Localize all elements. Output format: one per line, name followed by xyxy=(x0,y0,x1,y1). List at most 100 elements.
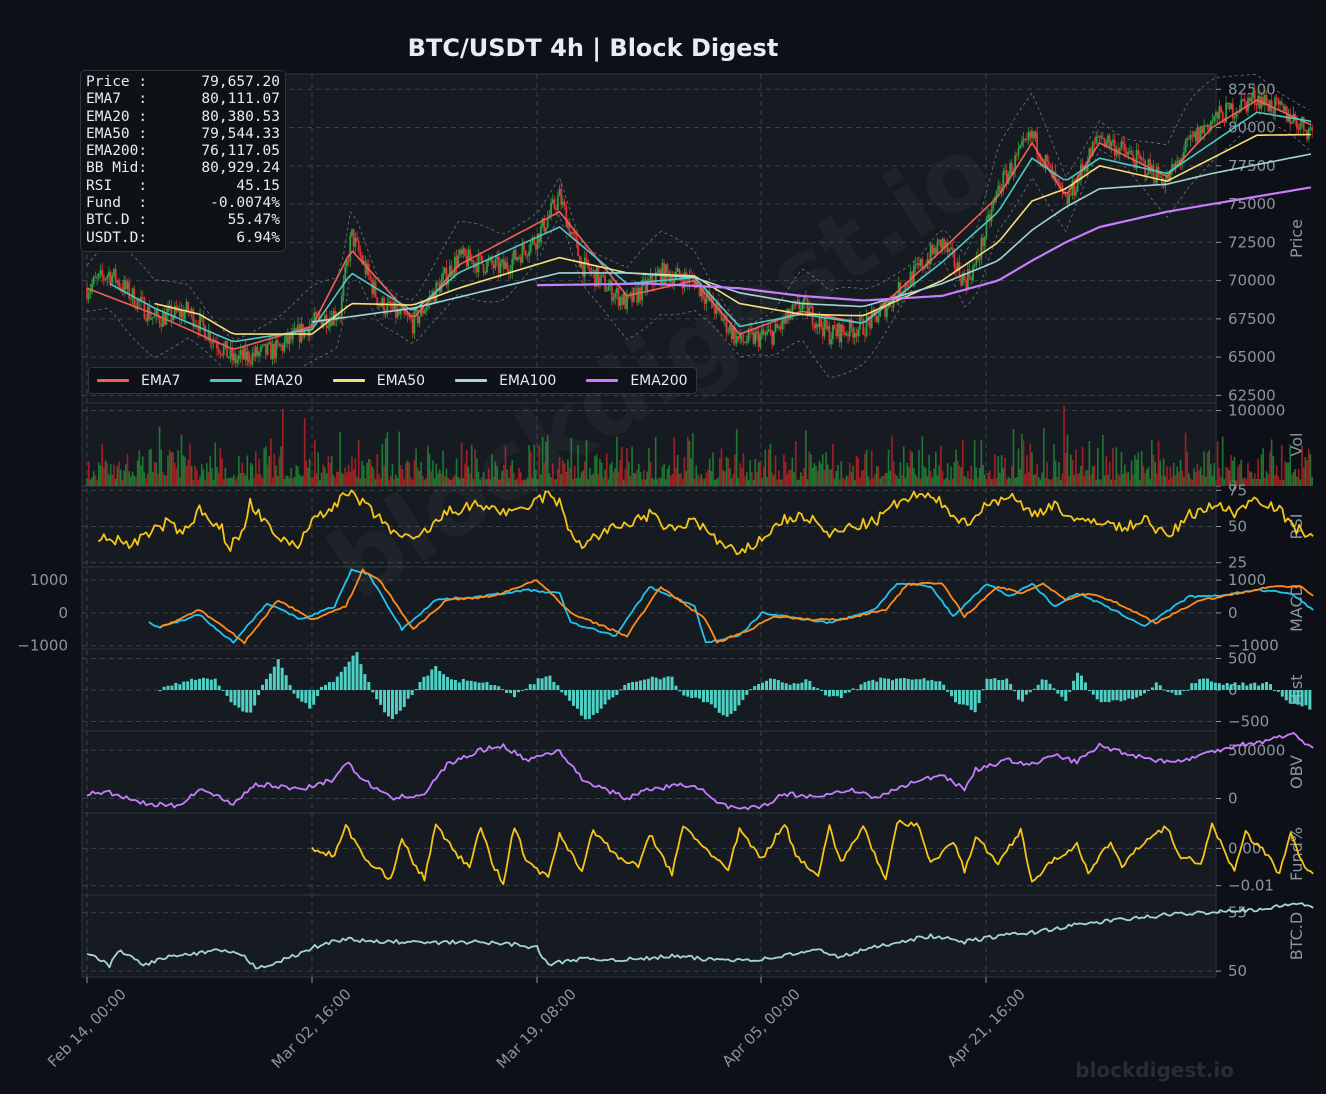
volume-bar xyxy=(872,478,875,486)
candle-body xyxy=(997,185,1000,191)
info-label: EMA200: xyxy=(86,143,148,160)
hist-bar xyxy=(272,666,276,690)
volume-bar xyxy=(243,473,245,486)
hist-bar xyxy=(1265,681,1269,690)
candle-body xyxy=(91,283,93,290)
hist-bar xyxy=(1068,690,1072,692)
candle-body xyxy=(202,316,205,326)
volume-bar xyxy=(253,477,255,486)
candle-body xyxy=(165,312,168,325)
volume-bar xyxy=(450,479,453,486)
volume-bar xyxy=(972,479,974,486)
candle-body xyxy=(384,313,387,315)
volume-bar xyxy=(698,477,701,486)
hist-bar xyxy=(1131,690,1135,700)
volume-bar xyxy=(325,473,328,486)
y-tick-label: 0 xyxy=(1228,790,1238,808)
volume-bar xyxy=(1309,453,1312,486)
candle-body xyxy=(226,341,228,358)
volume-bar xyxy=(443,476,446,486)
candle-body xyxy=(820,316,822,328)
volume-bar xyxy=(555,479,557,486)
candle-body xyxy=(1108,135,1111,147)
volume-bar xyxy=(801,475,804,486)
candle-body xyxy=(1098,135,1101,138)
volume-bar xyxy=(830,469,832,486)
volume-bar xyxy=(678,473,681,486)
volume-bar xyxy=(1240,459,1243,486)
volume-bar xyxy=(518,467,520,486)
volume-bar xyxy=(104,460,107,486)
candle-body xyxy=(124,280,127,290)
candle-body xyxy=(1026,139,1028,141)
hist-bar xyxy=(1245,685,1249,690)
volume-bar xyxy=(1226,467,1229,486)
volume-bar xyxy=(592,473,595,486)
volume-bar xyxy=(212,479,215,486)
volume-bar xyxy=(415,448,417,486)
hist-bar xyxy=(217,685,221,690)
candle-body xyxy=(1103,138,1106,146)
hist-bar xyxy=(1146,690,1150,691)
volume-bar xyxy=(611,461,613,486)
candle-body xyxy=(637,287,640,303)
info-label: BB Mid: xyxy=(86,160,148,177)
volume-bar xyxy=(1166,466,1168,486)
candle-body xyxy=(766,331,768,335)
hist-bar xyxy=(918,679,922,690)
hist-bar xyxy=(1103,690,1107,702)
volume-bar xyxy=(827,464,829,486)
candle-body xyxy=(972,266,974,281)
hist-bar xyxy=(485,681,489,690)
volume-bar xyxy=(707,469,709,486)
candle-body xyxy=(295,328,298,331)
candle-body xyxy=(1100,135,1103,139)
hist-bar xyxy=(1229,684,1233,690)
volume-bar xyxy=(867,476,870,486)
hist-bar xyxy=(544,676,548,690)
candle-body xyxy=(300,323,303,343)
volume-bar xyxy=(265,446,267,486)
volume-bar xyxy=(705,472,708,486)
candle-body xyxy=(686,277,689,283)
volume-bar xyxy=(685,470,687,486)
hist-bar xyxy=(253,690,257,706)
candle-body xyxy=(204,325,207,340)
candle-body xyxy=(862,318,865,335)
volume-bar xyxy=(1134,455,1136,486)
candle-body xyxy=(143,298,146,319)
volume-bar xyxy=(209,456,211,486)
volume-bar xyxy=(584,461,586,486)
candle-body xyxy=(288,334,291,345)
hist-bar xyxy=(977,690,981,704)
candle-body xyxy=(1071,180,1074,196)
volume-bar xyxy=(524,479,527,486)
volume-bar xyxy=(393,479,395,486)
volume-bar xyxy=(1299,479,1302,486)
candle-body xyxy=(541,217,544,227)
panel-ylabel: OBV xyxy=(1287,755,1306,789)
volume-bar xyxy=(1286,462,1288,486)
hist-bar xyxy=(894,678,898,690)
candle-body xyxy=(224,341,227,347)
volume-bar xyxy=(833,478,836,486)
volume-bar xyxy=(244,475,247,486)
candle-body xyxy=(580,261,583,268)
volume-bar xyxy=(227,477,230,486)
candle-body xyxy=(480,255,483,264)
hist-bar xyxy=(757,683,761,690)
volume-bar xyxy=(977,477,979,486)
candle-body xyxy=(399,309,402,315)
volume-bar xyxy=(869,479,871,486)
volume-bar xyxy=(266,464,269,486)
candle-body xyxy=(445,267,448,285)
volume-bar xyxy=(680,472,682,486)
volume-bar xyxy=(312,476,314,486)
volume-bar xyxy=(1103,475,1106,486)
volume-bar xyxy=(857,457,859,486)
candle-body xyxy=(872,309,875,311)
candle-body xyxy=(735,335,738,344)
series-btcd xyxy=(86,902,1314,970)
hist-bar xyxy=(1261,683,1265,690)
hist-bar xyxy=(213,678,217,690)
